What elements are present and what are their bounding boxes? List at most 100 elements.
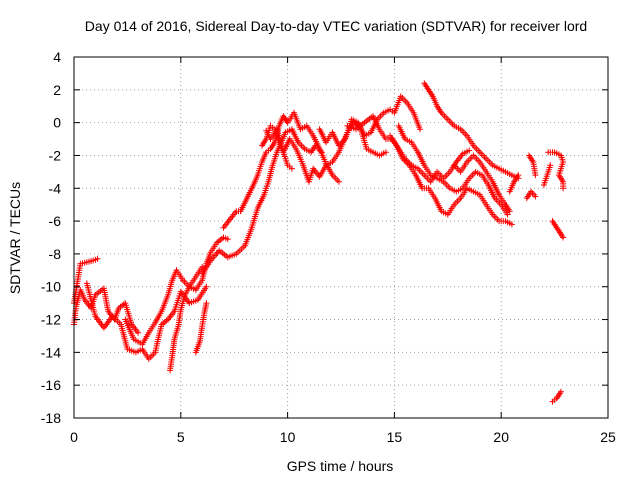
data-point (468, 177, 470, 180)
data-point (491, 213, 494, 216)
data-point (479, 194, 481, 196)
data-point (372, 115, 374, 117)
data-point (491, 164, 494, 167)
data-point (325, 141, 327, 144)
data-point (378, 128, 381, 130)
data-point (481, 174, 483, 176)
data-point (235, 253, 238, 255)
data-point (160, 323, 163, 326)
data-point (466, 187, 468, 190)
data-point (560, 154, 562, 157)
data-point (293, 111, 295, 114)
data-point (188, 285, 191, 288)
data-point (389, 108, 391, 111)
data-point (547, 151, 549, 153)
y-axis-label: SDTVAR / TECUs (7, 182, 23, 294)
data-point (434, 197, 436, 199)
data-point (291, 128, 293, 130)
data-point (455, 190, 458, 193)
data-point (432, 95, 434, 98)
data-point (209, 259, 212, 262)
data-point (429, 180, 432, 183)
data-point (545, 177, 547, 180)
plot-frame (73, 56, 609, 419)
data-point (487, 184, 490, 186)
data-point (173, 310, 176, 313)
data-point (94, 294, 97, 296)
data-point (449, 187, 451, 190)
data-point (560, 390, 562, 393)
data-point (276, 151, 278, 153)
data-point (133, 338, 135, 341)
data-point (440, 111, 443, 114)
data-point (517, 174, 520, 176)
data-point (171, 354, 174, 357)
data-point (318, 148, 321, 150)
y-tick-label: 4 (53, 49, 61, 65)
data-point (498, 220, 500, 222)
data-point (141, 343, 144, 345)
data-point (436, 105, 438, 108)
data-point (534, 195, 537, 198)
data-point (86, 282, 88, 285)
data-point (472, 154, 475, 157)
data-point (526, 197, 528, 199)
series-track-23 (549, 388, 564, 405)
grid (74, 57, 608, 418)
data-point (103, 326, 105, 329)
data-point (222, 236, 225, 239)
data-point (94, 315, 97, 318)
data-point (549, 164, 552, 167)
data-point (297, 141, 300, 144)
data-point (256, 207, 259, 209)
data-point (429, 174, 432, 176)
data-point (385, 138, 387, 140)
data-point (278, 125, 280, 127)
data-point (449, 171, 451, 173)
data-point (382, 111, 385, 114)
data-point (271, 164, 274, 167)
data-point (310, 151, 312, 153)
data-point (160, 310, 163, 313)
data-point (558, 174, 560, 176)
data-point (171, 279, 174, 281)
data-point (472, 190, 475, 193)
data-point (338, 180, 340, 183)
y-tick-label: -6 (49, 213, 62, 229)
data-point (201, 272, 203, 275)
data-point (147, 331, 150, 334)
data-point (504, 220, 507, 222)
data-point (184, 294, 186, 296)
data-point (338, 144, 340, 147)
data-point (400, 95, 402, 98)
data-point (453, 203, 456, 206)
series-track-15 (421, 80, 522, 182)
data-markers (526, 152, 539, 179)
data-markers (387, 132, 515, 228)
data-point (312, 134, 315, 137)
data-point (421, 187, 423, 190)
data-point (551, 220, 554, 222)
series-track-16 (451, 152, 513, 215)
data-point (130, 323, 133, 326)
data-point (92, 259, 95, 262)
data-point (299, 128, 302, 130)
plot-area (71, 80, 567, 405)
data-point (124, 302, 127, 304)
data-point (284, 131, 287, 134)
chart-title: Day 014 of 2016, Sidereal Day-to-day VTE… (85, 18, 587, 34)
series-track-13 (387, 132, 515, 228)
data-point (474, 171, 477, 173)
data-point (218, 249, 221, 252)
data-point (203, 312, 206, 314)
data-point (504, 203, 507, 206)
data-markers (549, 388, 564, 405)
data-point (423, 164, 426, 167)
data-point (118, 307, 120, 309)
data-point (453, 164, 456, 167)
data-point (555, 397, 558, 400)
data-point (528, 154, 530, 157)
data-point (461, 153, 464, 155)
data-point (147, 358, 150, 360)
y-tick-label: -16 (41, 377, 61, 393)
